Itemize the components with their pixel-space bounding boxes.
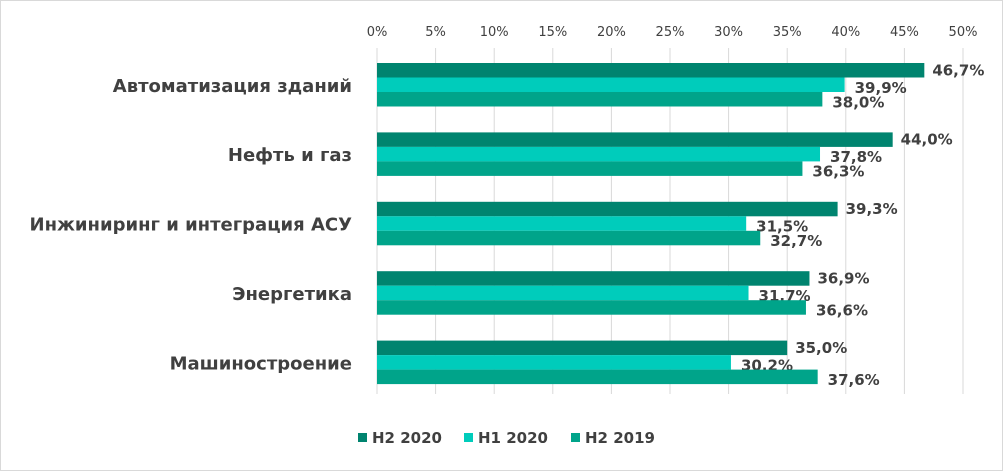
- legend-swatch: [358, 433, 367, 442]
- x-tick-label: 15%: [538, 25, 567, 40]
- bar-h1-2020: [377, 355, 731, 370]
- category-label: Нефть и газ: [228, 145, 352, 166]
- x-tick-label: 20%: [597, 25, 626, 40]
- legend-label: H1 2020: [478, 429, 548, 447]
- category-label: Энергетика: [232, 284, 352, 305]
- bar-h2-2020: [377, 132, 893, 147]
- x-tick-label: 0%: [367, 25, 388, 40]
- data-label: 46,7%: [932, 61, 984, 79]
- data-label: 37,8%: [830, 148, 882, 166]
- category-label: Инжиниринг и интеграция АСУ: [30, 215, 353, 236]
- bar-h2-2019: [377, 300, 806, 315]
- x-tick-label: 25%: [656, 25, 685, 40]
- legend-swatch: [464, 433, 473, 442]
- legend-swatch: [571, 433, 580, 442]
- data-label: 31,5%: [756, 218, 808, 236]
- data-label: 36,3%: [812, 163, 864, 181]
- data-label: 39,3%: [846, 200, 898, 218]
- bar-h2-2019: [377, 161, 803, 176]
- bar-h1-2020: [377, 77, 845, 92]
- x-tick-label: 30%: [714, 25, 743, 40]
- data-label: 37,6%: [828, 371, 880, 389]
- data-label: 35,0%: [795, 339, 847, 357]
- bar-h2-2019: [377, 369, 818, 385]
- bar-h1-2020: [377, 285, 749, 301]
- bar-h2-2020: [377, 201, 838, 217]
- x-tick-label: 50%: [949, 25, 978, 40]
- legend-label: H2 2020: [372, 429, 442, 447]
- category-label: Автоматизация зданий: [113, 76, 352, 97]
- x-tick-label: 40%: [831, 25, 860, 40]
- bar-h2-2020: [377, 271, 810, 286]
- data-label: 38,0%: [832, 93, 884, 111]
- x-tick-label: 10%: [480, 25, 509, 40]
- x-tick-label: 5%: [425, 25, 446, 40]
- category-label: Машиностроение: [170, 353, 352, 374]
- data-label: 36,9%: [817, 269, 869, 287]
- data-label: 32,7%: [770, 232, 822, 250]
- bar-h2-2019: [377, 230, 761, 246]
- legend-label: H2 2019: [585, 429, 655, 447]
- data-label: 44,0%: [901, 131, 953, 149]
- bar-h2-2019: [377, 92, 823, 107]
- bar-h2-2020: [377, 63, 925, 78]
- bar-h1-2020: [377, 146, 821, 162]
- bar-h1-2020: [377, 216, 747, 231]
- x-tick-label: 45%: [890, 25, 919, 40]
- data-label: 36,6%: [816, 301, 868, 319]
- data-label: 39,9%: [855, 79, 907, 97]
- bar-h2-2020: [377, 340, 788, 356]
- x-tick-label: 35%: [773, 25, 802, 40]
